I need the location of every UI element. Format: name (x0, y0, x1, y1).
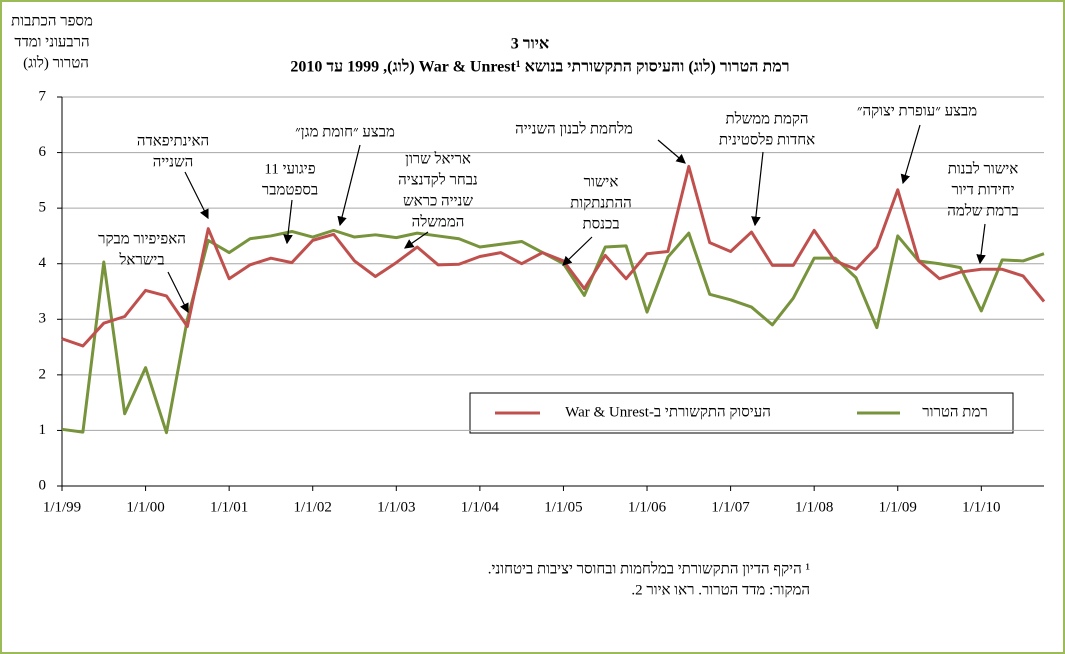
annotation: הממשלה (412, 213, 465, 230)
annotation-arrow (184, 171, 209, 220)
x-tick-label: 1/1/99 (43, 499, 81, 515)
y-tick-label: 1 (39, 422, 47, 438)
x-tick-label: 1/1/03 (377, 499, 415, 515)
chart-subtitle: רמת הטרור (לוג) והעיסוק התקשורתי בנושא W… (290, 58, 789, 76)
annotation: בכנסת (582, 216, 619, 232)
x-tick-label: 1/1/07 (711, 499, 750, 515)
y-axis-label: הטרור (לוג) (23, 54, 89, 71)
annotation: ברמת שלמה (947, 202, 1019, 219)
y-axis-label: מספר הכתבות (11, 13, 93, 29)
footnote: ¹ היקף הדיון התקשורתי במלחמות ובחוסר יצי… (488, 560, 810, 577)
annotation: בספטמבר (262, 182, 318, 198)
annotation-arrow (562, 236, 593, 266)
annotation: האפיפיור מבקר (98, 231, 186, 247)
x-tick-label: 1/1/05 (544, 499, 582, 515)
x-tick-label: 1/1/00 (126, 499, 164, 515)
y-tick-label: 0 (39, 477, 47, 493)
legend-label: רמת הטרור (922, 404, 987, 420)
annotation-arrow (976, 223, 986, 265)
annotation: נבחר לקדנציה (398, 171, 478, 188)
annotation: אישור (584, 174, 619, 190)
annotation-arrow (167, 271, 189, 314)
y-axis-label: הרבעוני ומדד (14, 34, 89, 50)
chart-title: איור 3 (511, 36, 549, 53)
annotation: אחדות פלסטינית (719, 131, 815, 148)
annotation-arrow (900, 124, 921, 185)
y-tick-label: 6 (39, 144, 47, 160)
annotation-arrow (337, 144, 361, 227)
footnote: המקור: מדד הטרור. ראו איור 2. (631, 582, 810, 598)
annotation: האינתיפאדה (137, 133, 209, 149)
y-tick-label: 7 (39, 88, 47, 104)
y-tick-label: 4 (39, 255, 47, 271)
annotation: שנייה כראש (403, 193, 473, 209)
annotation: השנייה (153, 154, 194, 170)
series-line (61, 164, 1046, 348)
annotation: אריאל שרון (405, 150, 471, 167)
annotation: ההתנתקות (570, 195, 631, 211)
legend (469, 392, 1014, 434)
annotation-arrow (283, 199, 293, 245)
y-tick-label: 5 (39, 200, 47, 216)
y-tick-label: 2 (39, 366, 47, 382)
x-tick-label: 1/1/08 (795, 499, 833, 515)
legend-label: העיסוק התקשורתי ב-War & Unrest (565, 404, 771, 420)
x-tick-label: 1/1/02 (294, 499, 332, 515)
annotation: פיגועי 11 (264, 161, 315, 177)
annotation-arrow (657, 139, 686, 164)
y-tick-label: 3 (39, 311, 47, 327)
annotation: הקמת ממשלת (725, 110, 808, 127)
annotation: מבצע ״עופרת יצוקה״ (857, 103, 977, 119)
annotation: בישראל (118, 251, 164, 268)
annotation: מבצע ״חומת מגן״ (295, 124, 395, 140)
x-tick-label: 1/1/01 (210, 499, 248, 515)
annotation-arrow (751, 151, 764, 227)
x-tick-label: 1/1/09 (879, 499, 917, 515)
x-tick-label: 1/1/06 (628, 499, 667, 515)
annotation-arrow (404, 231, 429, 249)
x-tick-label: 1/1/04 (461, 499, 500, 515)
annotation: מלחמת לבנון השנייה (515, 120, 633, 137)
annotation: אישור לבנות (948, 160, 1019, 177)
x-tick-label: 1/1/10 (962, 499, 1000, 515)
annotation: יחידות דיור (951, 182, 1014, 198)
